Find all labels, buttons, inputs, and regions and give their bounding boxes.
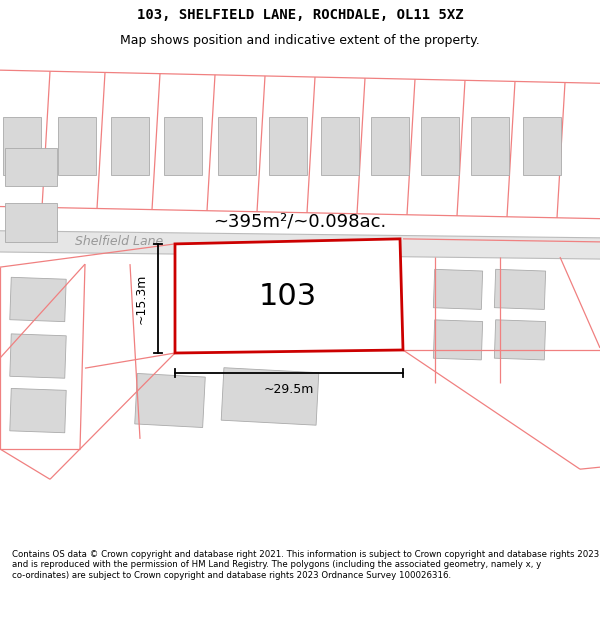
Polygon shape [221, 368, 319, 425]
Text: ~15.3m: ~15.3m [135, 273, 148, 324]
Polygon shape [135, 374, 205, 428]
Text: ~29.5m: ~29.5m [264, 383, 314, 396]
Polygon shape [218, 117, 256, 175]
Polygon shape [175, 239, 403, 353]
Polygon shape [433, 269, 482, 309]
Polygon shape [10, 388, 66, 432]
Polygon shape [5, 148, 57, 186]
Polygon shape [10, 278, 66, 322]
Polygon shape [5, 204, 57, 242]
Polygon shape [421, 117, 459, 175]
Polygon shape [164, 117, 202, 175]
Polygon shape [58, 117, 96, 175]
Text: ~395m²/~0.098ac.: ~395m²/~0.098ac. [214, 213, 386, 231]
Text: Map shows position and indicative extent of the property.: Map shows position and indicative extent… [120, 34, 480, 47]
Text: 103, SHELFIELD LANE, ROCHDALE, OL11 5XZ: 103, SHELFIELD LANE, ROCHDALE, OL11 5XZ [137, 8, 463, 22]
Polygon shape [3, 117, 41, 175]
Polygon shape [371, 117, 409, 175]
Polygon shape [494, 320, 545, 360]
Polygon shape [523, 117, 561, 175]
Text: Shelfield Lane: Shelfield Lane [75, 235, 163, 248]
Polygon shape [111, 117, 149, 175]
Polygon shape [494, 269, 545, 309]
Polygon shape [471, 117, 509, 175]
Polygon shape [321, 117, 359, 175]
Polygon shape [269, 117, 307, 175]
Text: 103: 103 [259, 282, 317, 311]
Polygon shape [215, 261, 357, 326]
Text: Contains OS data © Crown copyright and database right 2021. This information is : Contains OS data © Crown copyright and d… [12, 550, 599, 580]
Polygon shape [433, 320, 482, 360]
Polygon shape [10, 334, 66, 378]
Polygon shape [0, 231, 600, 259]
